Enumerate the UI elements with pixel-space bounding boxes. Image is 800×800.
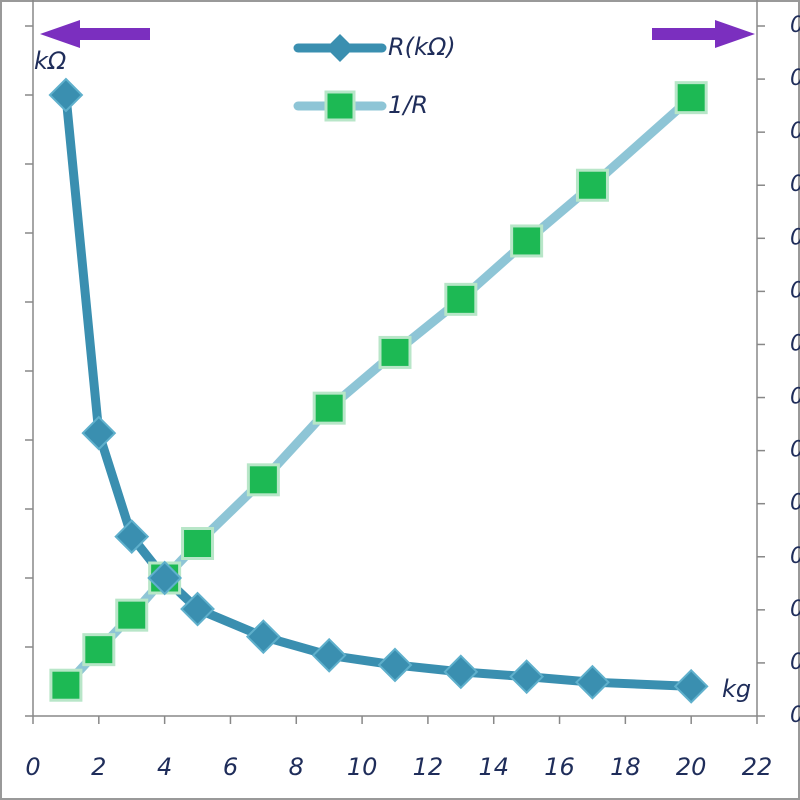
point — [115, 598, 149, 632]
legend-marker — [324, 90, 356, 122]
point — [378, 335, 412, 369]
point — [81, 415, 117, 451]
point — [181, 527, 215, 560]
y2-tick-label: 0 — [790, 385, 800, 410]
y2-tick-label: 0 — [790, 278, 800, 303]
legend-label: 1/R — [388, 91, 428, 119]
point — [48, 77, 84, 113]
point — [575, 168, 609, 202]
x-tick-label: 4 — [157, 753, 172, 781]
y2-tick-label: 0 — [790, 650, 800, 675]
point — [114, 519, 150, 555]
point — [443, 654, 479, 690]
x-tick-label: 14 — [478, 753, 509, 781]
y2-tick-label: 0 — [790, 597, 800, 622]
point — [444, 282, 478, 316]
point — [147, 560, 183, 596]
x-tick-label: 12 — [413, 753, 444, 781]
legend-marker — [326, 34, 354, 62]
y2-tick-label: 0 — [790, 225, 800, 250]
legend-label: R(kΩ) — [388, 33, 456, 61]
point — [82, 633, 116, 667]
x-tick-label: 10 — [347, 753, 378, 781]
x-tick-label: 6 — [223, 753, 238, 781]
x-tick-label: 18 — [610, 753, 641, 781]
y2-tick-label: 0 — [790, 66, 800, 91]
point — [673, 668, 709, 704]
point — [509, 659, 545, 695]
y2-tick-label: 0 — [790, 544, 800, 569]
left-arrow — [40, 20, 150, 48]
x-tick-label: 8 — [289, 753, 304, 781]
point — [49, 668, 83, 702]
x-unit: kg — [722, 675, 751, 703]
point — [510, 224, 544, 258]
y2-tick-label: 0 — [790, 13, 800, 38]
y-unit: kΩ — [34, 47, 67, 75]
point — [180, 591, 215, 627]
y2-tick-label: 0 — [790, 491, 800, 516]
x-tick-label: 0 — [25, 753, 40, 781]
point — [674, 81, 708, 115]
point — [311, 637, 347, 673]
right-arrow — [652, 20, 755, 48]
point — [246, 463, 280, 497]
y2-tick-label: 0 — [790, 119, 800, 144]
x-tick-label: 22 — [742, 753, 773, 781]
x-tick-label: 20 — [676, 753, 707, 781]
y2-tick-label: 0 — [790, 331, 800, 356]
y2-tick-label: 0 — [790, 172, 800, 197]
point — [377, 647, 413, 683]
x-tick-label: 16 — [544, 753, 575, 781]
point — [245, 619, 281, 655]
y2-tick-label: 0 — [790, 703, 800, 728]
point — [575, 664, 610, 700]
x-tick-label: 2 — [91, 753, 106, 781]
y2-tick-label: 0 — [790, 438, 800, 463]
point — [312, 391, 346, 425]
